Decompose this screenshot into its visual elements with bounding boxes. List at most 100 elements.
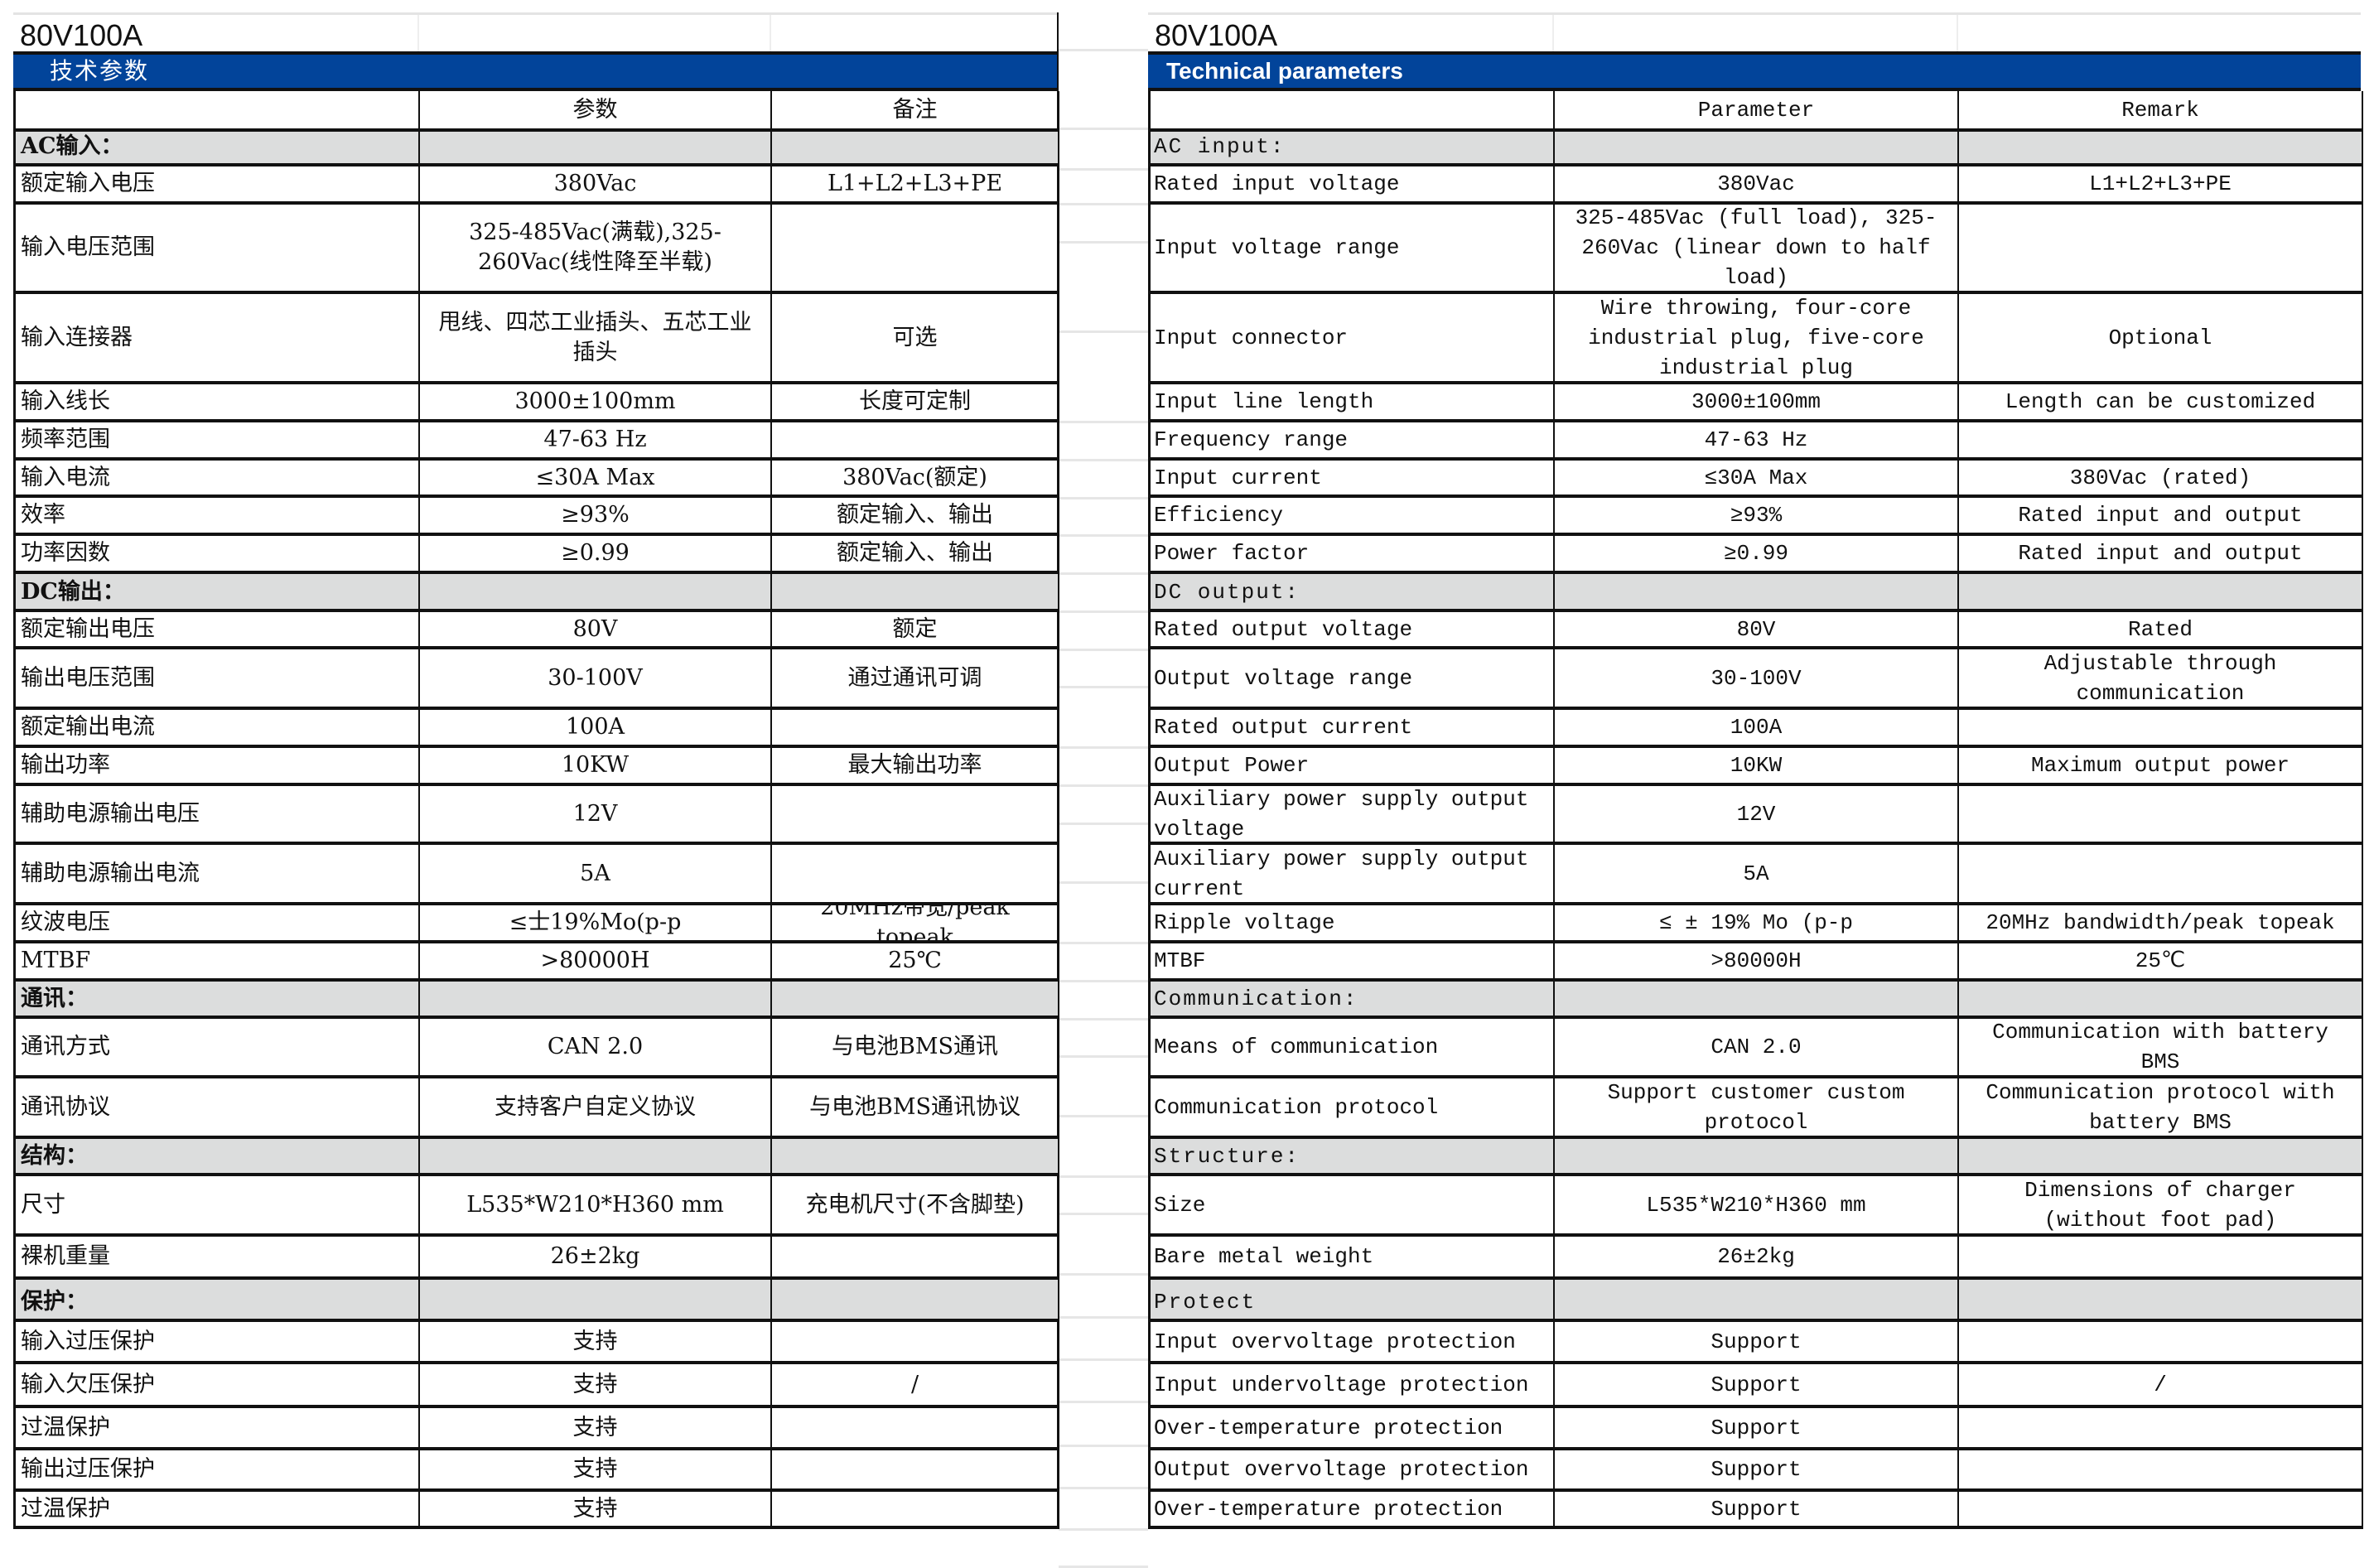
section-row-label: Structure: — [1151, 1139, 1555, 1176]
table-cell-remark — [1959, 1408, 2363, 1450]
section-row-value — [1555, 574, 1959, 612]
table-cell-label: 通讯方式 — [16, 1019, 420, 1078]
table-cell-value: 甩线、四芯工业插头、五芯工业插头 — [420, 294, 772, 384]
table-cell-value: 支持 — [420, 1322, 772, 1364]
section-row-label: DC output: — [1151, 574, 1555, 612]
table-cell-remark: 额定输入、输出 — [772, 536, 1059, 574]
table-cell-value: Wire throwing, four-core industrial plug… — [1555, 294, 1959, 384]
table-cell-label: Output voltage range — [1151, 649, 1555, 710]
spacer-cell — [1059, 333, 1148, 423]
table-cell-label: 额定输出电流 — [16, 710, 420, 748]
section-row-value — [1555, 1280, 1959, 1322]
table-cell-label: Over-temperature protection — [1151, 1408, 1555, 1450]
table-cell-remark: Length can be customized — [1959, 384, 2363, 422]
spacer-cell — [1059, 244, 1148, 333]
spacer-cell — [1059, 613, 1148, 651]
table-cell-label: Auxiliary power supply output voltage — [1151, 786, 1555, 845]
left-section-bar: 技术参数 — [13, 51, 1057, 91]
section-row-label: 通讯： — [16, 982, 420, 1019]
left-spec-table: 参数 备注 AC输入： 额定输入电压 380Vac L1+L2+L3+PE 输入电压范围 32… — [13, 91, 1059, 1529]
table-cell-remark — [772, 786, 1059, 845]
right-model-title-text: 80V100A — [1155, 18, 1278, 52]
table-cell-value: 12V — [1555, 786, 1959, 845]
table-cell-label: 频率范围 — [16, 422, 420, 461]
table-cell-value: 380Vac — [420, 166, 772, 205]
table-cell-label: Ripple voltage — [1151, 905, 1555, 943]
table-cell-remark: 与电池BMS通讯协议 — [772, 1078, 1059, 1139]
table-cell-label: 额定输入电压 — [16, 166, 420, 205]
table-cell-value: 支持 — [420, 1408, 772, 1450]
table-cell-label: MTBF — [16, 943, 420, 982]
spacer-cell — [1059, 575, 1148, 613]
spacer-cell — [1059, 1489, 1148, 1531]
section-row-remark — [772, 132, 1059, 166]
table-cell-remark: Optional — [1959, 294, 2363, 384]
table-cell-label: 裸机重量 — [16, 1237, 420, 1280]
table-cell-remark — [772, 205, 1059, 294]
table-cell-remark: Communication protocol with battery BMS — [1959, 1078, 2363, 1139]
table-cell-label: Communication protocol — [1151, 1078, 1555, 1139]
table-cell-remark — [772, 1408, 1059, 1450]
title-cell-divider — [770, 15, 771, 54]
spacer-cell — [1059, 884, 1148, 944]
table-cell-remark — [1959, 786, 2363, 845]
table-cell-label: Bare metal weight — [1151, 1237, 1555, 1280]
section-row-label: 保护： — [16, 1280, 420, 1322]
table-cell-remark — [772, 710, 1059, 748]
table-cell-value: 支持 — [420, 1450, 772, 1492]
table-cell-remark: 20MHz bandwidth/peak topeak — [1959, 905, 2363, 943]
spacer-cell — [1059, 787, 1148, 825]
table-cell-label: Means of communication — [1151, 1019, 1555, 1078]
table-cell-remark: 额定 — [772, 612, 1059, 649]
table-cell-value: L535*W210*H360 mm — [420, 1176, 772, 1237]
right-model-title: 80V100A — [1148, 12, 2361, 54]
table-cell-value: >80000H — [420, 943, 772, 982]
table-cell-value: 12V — [420, 786, 772, 845]
table-cell-label: Input connector — [1151, 294, 1555, 384]
table-cell-label: Auxiliary power supply output current — [1151, 845, 1555, 905]
table-cell-label: MTBF — [1151, 943, 1555, 982]
table-cell-value: 80V — [1555, 612, 1959, 649]
table-cell-remark — [1959, 1322, 2363, 1364]
section-row-label: DC输出： — [16, 574, 420, 612]
table-cell-value: ≤30A Max — [420, 461, 772, 498]
section-row-remark — [1959, 574, 2363, 612]
table-cell-label: 额定输出电压 — [16, 612, 420, 649]
spacer-cell — [1059, 130, 1148, 171]
spacer-cell — [1059, 12, 1148, 51]
table-cell-remark: 最大输出功率 — [772, 748, 1059, 786]
table-cell-value: ≥0.99 — [1555, 536, 1959, 574]
table-cell-value: 3000±100mm — [1555, 384, 1959, 422]
section-row-label: 结构： — [16, 1139, 420, 1176]
section-row-value — [420, 132, 772, 166]
spacer-cell — [1059, 1447, 1148, 1489]
table-cell-label: Input voltage range — [1151, 205, 1555, 294]
column-header-value: 参数 — [420, 91, 772, 132]
table-cell-remark — [1959, 710, 2363, 748]
table-cell-value: ≥0.99 — [420, 536, 772, 574]
table-cell-remark: 额定输入、输出 — [772, 498, 1059, 536]
table-cell-remark: Rated input and output — [1959, 498, 2363, 536]
table-cell-value: 325-485Vac(满载),325-260Vac(线性降至半载) — [420, 205, 772, 294]
table-cell-label: Output Power — [1151, 748, 1555, 786]
table-cell-label: Rated input voltage — [1151, 166, 1555, 205]
right-section-bar: Technical parameters — [1148, 51, 2361, 91]
section-row-label: Protect — [1151, 1280, 1555, 1322]
table-cell-label: 纹波电压 — [16, 905, 420, 943]
table-cell-value: 支持 — [420, 1492, 772, 1529]
spacer-cell — [1059, 499, 1148, 537]
spacer-cell — [1059, 461, 1148, 499]
table-cell-remark — [1959, 205, 2363, 294]
column-header-remark: Remark — [1959, 91, 2363, 132]
section-row-value — [1555, 132, 1959, 166]
table-cell-value: 5A — [420, 845, 772, 905]
table-cell-label: Input overvoltage protection — [1151, 1322, 1555, 1364]
table-cell-label: 输入电压范围 — [16, 205, 420, 294]
table-cell-remark — [772, 1237, 1059, 1280]
table-cell-value: Support — [1555, 1364, 1959, 1408]
table-cell-value: 30-100V — [1555, 649, 1959, 710]
spacer-cell — [1059, 423, 1148, 461]
table-cell-value: 325-485Vac (full load), 325-260Vac (line… — [1555, 205, 1959, 294]
table-cell-remark: 25℃ — [1959, 943, 2363, 982]
table-cell-remark: 380Vac (rated) — [1959, 461, 2363, 498]
